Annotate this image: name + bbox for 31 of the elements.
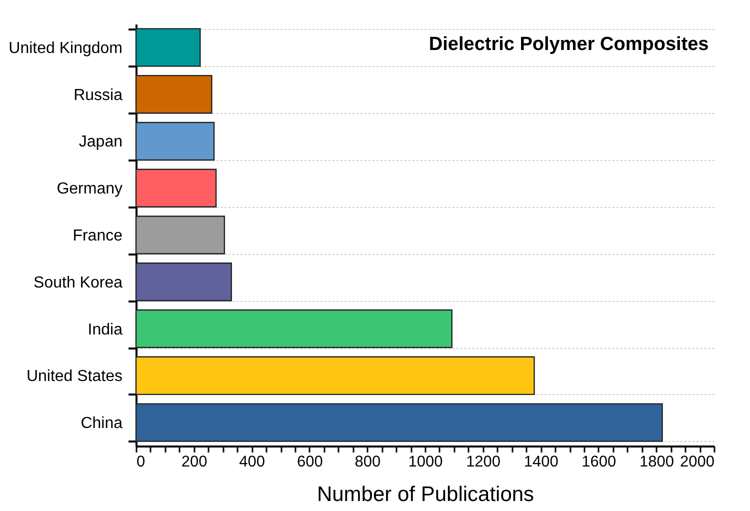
y-tick-label: United Kingdom	[8, 40, 122, 57]
x-axis-title: Number of Publications	[316, 483, 534, 506]
bar	[135, 309, 452, 348]
x-tick-label: 800	[354, 454, 382, 470]
x-tick-label: 400	[239, 454, 266, 470]
y-tick-label: Russia	[74, 86, 123, 104]
bar	[135, 122, 215, 161]
bar	[135, 74, 212, 114]
y-tick-label: Germany	[56, 180, 122, 198]
y-tick-label: Japan	[78, 134, 122, 151]
bar	[135, 168, 217, 208]
x-tick-label: 200	[181, 454, 208, 470]
y-tick-label: France	[72, 228, 123, 244]
x-tick-label: 1800	[639, 454, 674, 470]
y-tick-label: South Korea	[34, 274, 123, 292]
x-tick-label: 1600	[582, 454, 617, 470]
x-tick-label: 1000	[408, 454, 444, 470]
x-tick-label: 1200	[466, 454, 501, 470]
x-tick-label: 1400	[524, 454, 559, 470]
x-tick-label: 600	[296, 454, 324, 470]
y-tick-label: United States	[26, 368, 122, 386]
x-tick-label: 0	[136, 454, 146, 470]
y-tick-label: China	[80, 415, 123, 432]
bar	[135, 28, 201, 67]
text: Dielectric Polymer Composites	[428, 34, 709, 55]
y-tick-label: India	[88, 321, 123, 338]
bar	[135, 356, 535, 396]
x-tick-label: 2000	[680, 454, 715, 470]
bar	[135, 403, 663, 442]
bar	[135, 216, 226, 254]
bar	[135, 262, 232, 302]
